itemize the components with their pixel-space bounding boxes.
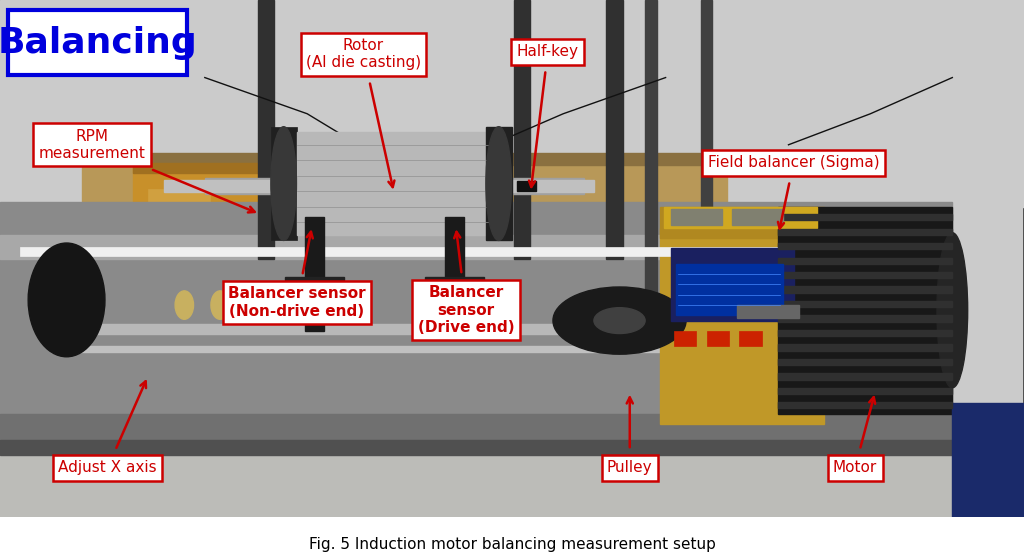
Text: Balancer sensor
(Non-drive end): Balancer sensor (Non-drive end) <box>228 232 366 319</box>
Bar <box>0 429 1024 517</box>
Bar <box>0 439 973 455</box>
Bar <box>778 315 952 321</box>
Bar <box>486 127 512 240</box>
Ellipse shape <box>937 232 968 388</box>
Bar <box>0 0 1024 207</box>
Text: Pulley: Pulley <box>607 398 652 475</box>
Bar <box>645 0 657 310</box>
Text: Fig. 5 Induction motor balancing measurement setup: Fig. 5 Induction motor balancing measure… <box>308 538 716 552</box>
Bar <box>425 277 484 290</box>
Bar <box>660 227 824 424</box>
Bar <box>676 264 783 315</box>
Bar <box>51 324 891 334</box>
Bar <box>707 331 729 346</box>
Bar <box>664 207 817 227</box>
Ellipse shape <box>211 291 229 319</box>
Bar <box>778 403 952 409</box>
Bar <box>0 235 952 259</box>
Text: Rotor
(Al die casting): Rotor (Al die casting) <box>306 38 421 187</box>
Text: Balancing: Balancing <box>0 26 198 59</box>
Bar <box>305 217 324 331</box>
Bar <box>778 257 952 264</box>
Bar <box>952 403 1024 517</box>
Bar <box>164 180 594 192</box>
Bar <box>778 214 952 220</box>
Bar <box>778 301 952 307</box>
Text: Field balancer (Sigma): Field balancer (Sigma) <box>708 155 880 229</box>
Bar <box>732 210 783 225</box>
Text: Adjust X axis: Adjust X axis <box>58 381 157 475</box>
Bar <box>778 388 952 394</box>
Bar <box>205 178 584 194</box>
Ellipse shape <box>485 127 512 240</box>
Text: Balancer
sensor
(Drive end): Balancer sensor (Drive end) <box>418 232 514 335</box>
Bar <box>285 277 344 290</box>
Bar <box>778 286 952 292</box>
Bar <box>778 207 952 414</box>
Ellipse shape <box>175 291 194 319</box>
Bar <box>82 155 727 259</box>
Bar <box>778 359 952 365</box>
Bar <box>778 272 952 278</box>
Circle shape <box>553 287 686 354</box>
Bar <box>297 132 492 235</box>
Bar <box>778 344 952 351</box>
Bar <box>51 346 891 351</box>
Bar <box>671 210 722 225</box>
Bar <box>778 229 952 235</box>
Bar <box>778 243 952 249</box>
Bar <box>445 217 464 331</box>
Bar <box>671 248 794 321</box>
Bar <box>640 329 742 341</box>
Ellipse shape <box>270 127 297 240</box>
Bar <box>606 0 623 259</box>
Circle shape <box>594 307 645 334</box>
Bar <box>148 188 210 240</box>
Bar <box>737 305 799 318</box>
FancyBboxPatch shape <box>8 11 187 75</box>
Bar <box>258 0 274 259</box>
Bar <box>517 181 536 191</box>
Bar <box>778 330 952 336</box>
Bar <box>271 127 297 240</box>
Bar <box>701 0 712 310</box>
Bar <box>0 414 973 445</box>
Bar <box>674 331 696 346</box>
Bar <box>20 247 778 256</box>
Bar <box>82 152 727 166</box>
Bar <box>133 163 317 173</box>
Ellipse shape <box>29 243 105 357</box>
Bar <box>739 331 762 346</box>
Text: Motor: Motor <box>833 397 878 475</box>
Text: RPM
measurement: RPM measurement <box>39 128 255 212</box>
Bar <box>778 373 952 380</box>
Bar <box>660 207 824 238</box>
Bar <box>133 168 317 248</box>
Bar <box>514 0 530 259</box>
Text: Half-key: Half-key <box>517 44 579 187</box>
Bar <box>0 202 952 429</box>
